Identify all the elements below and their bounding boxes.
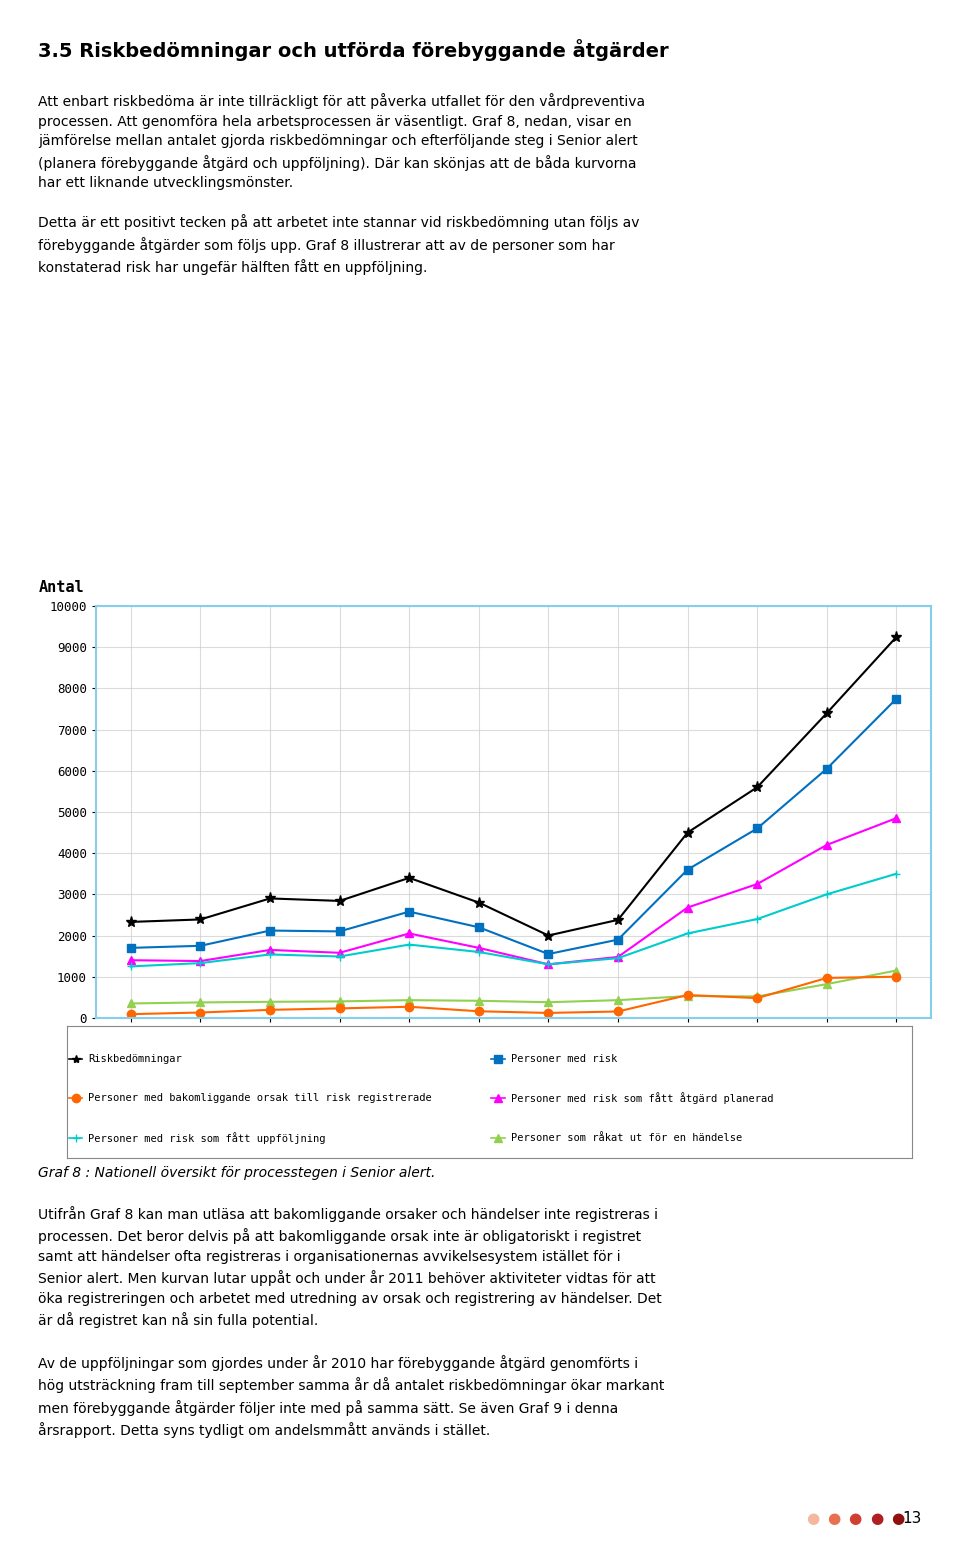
Text: Antal: Antal [38, 580, 84, 595]
Text: ●: ● [806, 1510, 820, 1526]
Text: 13: 13 [902, 1510, 922, 1526]
Text: 3.5 Riskbedömningar och utförda förebyggande åtgärder: 3.5 Riskbedömningar och utförda förebygg… [38, 39, 669, 61]
Text: Personer som råkat ut för en händelse: Personer som råkat ut för en händelse [511, 1133, 742, 1142]
Text: Att enbart riskbedöma är inte tillräckligt för att påverka utfallet för den vård: Att enbart riskbedöma är inte tillräckli… [38, 93, 645, 190]
Text: ●: ● [828, 1510, 841, 1526]
Text: Personer med risk: Personer med risk [511, 1054, 617, 1063]
Text: ●: ● [891, 1510, 904, 1526]
Text: Personer med risk som fått uppföljning: Personer med risk som fått uppföljning [88, 1131, 325, 1144]
Text: Graf 8 : Nationell översikt för processtegen i Senior alert.: Graf 8 : Nationell översikt för processt… [38, 1166, 436, 1179]
Text: Personer med risk som fått åtgärd planerad: Personer med risk som fått åtgärd planer… [511, 1092, 773, 1105]
Text: ●: ● [849, 1510, 862, 1526]
Text: Utifrån Graf 8 kan man utläsa att bakomliggande orsaker och händelser inte regis: Utifrån Graf 8 kan man utläsa att bakoml… [38, 1206, 662, 1329]
Text: ●: ● [870, 1510, 883, 1526]
Text: Riskbedömningar: Riskbedömningar [88, 1054, 182, 1063]
Text: Personer med bakomliggande orsak till risk registrerade: Personer med bakomliggande orsak till ri… [88, 1094, 432, 1103]
Text: Detta är ett positivt tecken på att arbetet inte stannar vid riskbedömning utan : Detta är ett positivt tecken på att arbe… [38, 214, 640, 275]
Text: Av de uppföljningar som gjordes under år 2010 har förebyggande åtgärd genomförts: Av de uppföljningar som gjordes under år… [38, 1355, 664, 1439]
